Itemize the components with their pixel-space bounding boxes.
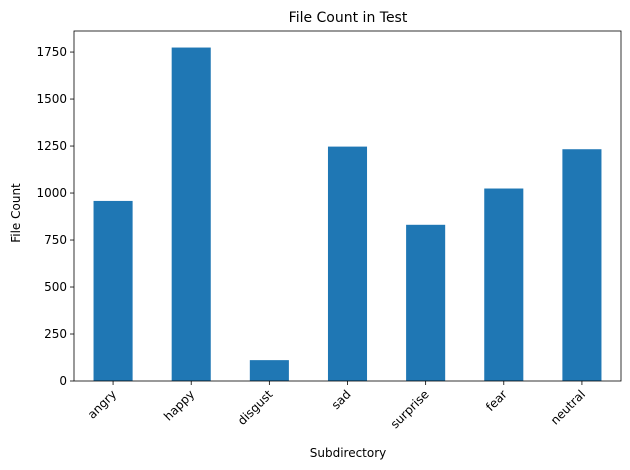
bar-disgust xyxy=(249,360,289,381)
bar-neutral xyxy=(562,149,602,381)
y-tick-label: 500 xyxy=(44,280,67,294)
y-tick-label: 750 xyxy=(44,233,67,247)
bar-sad xyxy=(327,146,368,381)
chart-title: File Count in Test xyxy=(289,10,408,26)
y-tick-label: 1750 xyxy=(36,45,67,59)
y-tick-label: 1000 xyxy=(36,186,67,200)
bar-surprise xyxy=(406,224,446,381)
y-tick-label: 1250 xyxy=(36,139,67,153)
plot-area: 0 250 500 750 1000 1250 1500 1750 angry happy disg… xyxy=(36,30,622,431)
x-tick-label-neutral: neutral xyxy=(548,387,588,427)
bar-fear xyxy=(484,188,524,381)
y-axis-label: File Count xyxy=(9,183,23,243)
y-tick-label: 1500 xyxy=(36,92,67,106)
y-tick-label: 250 xyxy=(44,327,67,341)
x-tick-label-surprise: surprise xyxy=(388,387,432,431)
x-tick-label-angry: angry xyxy=(85,387,119,421)
x-tick-label-disgust: disgust xyxy=(235,387,276,428)
x-tick-label-sad: sad xyxy=(329,387,354,412)
x-tick-label-fear: fear xyxy=(483,387,510,414)
bar-angry xyxy=(93,200,133,381)
bar-happy xyxy=(171,47,211,382)
y-tick-label: 0 xyxy=(59,374,67,388)
x-tick-label-happy: happy xyxy=(161,387,197,423)
x-axis-label: Subdirectory xyxy=(310,446,387,460)
